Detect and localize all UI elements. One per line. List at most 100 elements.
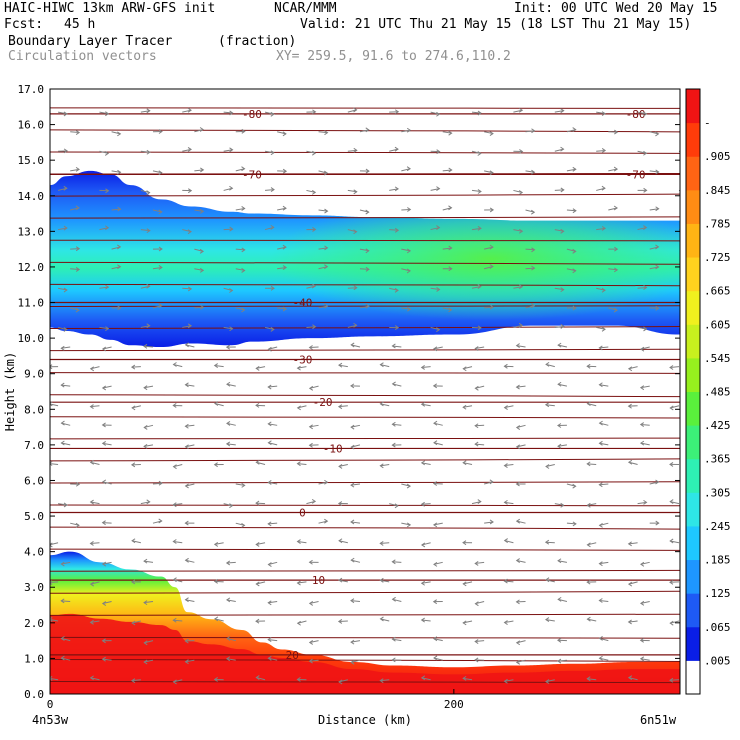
wind-vector-head: [489, 304, 495, 310]
wind-vector: [61, 442, 71, 446]
wind-vector-head: [515, 481, 520, 487]
wind-vector-head: [143, 425, 148, 430]
wind-vector-head: [379, 362, 384, 368]
wind-vector-head: [379, 541, 384, 546]
wind-vector: [318, 305, 328, 309]
wind-vector-head: [515, 384, 520, 390]
wind-vector: [309, 640, 319, 643]
wind-vector: [111, 208, 121, 211]
wind-vector-head: [655, 169, 660, 175]
wind-vector-head: [255, 459, 260, 465]
wind-vector-head: [158, 246, 163, 252]
wind-vector-head: [365, 303, 370, 309]
wind-vector: [513, 189, 523, 193]
wind-vector-head: [420, 401, 426, 407]
wind-vector-head: [50, 542, 53, 548]
wind-vector-head: [282, 265, 287, 270]
x-tick-label: 200: [444, 698, 464, 711]
wind-vector-head: [682, 601, 685, 605]
wind-vector: [235, 168, 245, 172]
wind-vector-head: [365, 266, 370, 272]
colorbar-swatch: [686, 492, 700, 527]
wind-vector: [277, 131, 287, 135]
wind-vector-head: [655, 131, 660, 137]
wind-vector: [433, 561, 443, 565]
wind-vector: [587, 678, 597, 681]
wind-vector: [102, 385, 112, 389]
wind-vector-head: [448, 307, 453, 313]
wind-vector: [608, 207, 618, 211]
wind-vector-head: [643, 499, 648, 505]
wind-vector-head: [130, 462, 136, 468]
wind-vector: [318, 520, 328, 524]
wind-vector-head: [391, 636, 396, 642]
wind-vector-head: [601, 225, 607, 231]
wind-vector-head: [669, 579, 674, 585]
contour-label: 0: [299, 507, 306, 520]
wind-vector-head: [117, 305, 122, 311]
wind-vector: [223, 187, 233, 191]
wind-vector: [587, 542, 597, 546]
wind-vector: [504, 580, 514, 583]
wind-vector: [140, 229, 150, 232]
wind-vector: [649, 170, 659, 173]
wind-vector: [50, 403, 59, 407]
wind-vector-head: [613, 205, 618, 211]
theta-contour: [50, 283, 680, 287]
wind-vector: [433, 442, 443, 446]
wind-vector-head: [627, 366, 633, 372]
wind-vector-head: [241, 482, 246, 488]
wind-vector-head: [462, 581, 467, 587]
wind-vector: [637, 150, 647, 154]
colorbar-label: .185: [704, 554, 731, 567]
wind-vector: [143, 600, 154, 604]
wind-vector-head: [172, 577, 177, 583]
wind-vector-head: [669, 499, 674, 505]
wind-vector: [401, 208, 411, 211]
wind-vector: [185, 483, 195, 487]
wind-vector: [140, 150, 150, 153]
wind-vector-head: [324, 264, 329, 270]
wind-vector-head: [158, 265, 163, 270]
wind-vector: [61, 657, 71, 661]
wind-vector: [525, 248, 535, 251]
wind-vector-head: [394, 109, 400, 115]
wind-vector-head: [503, 405, 508, 410]
wind-vector: [554, 110, 564, 113]
wind-vector-head: [682, 444, 685, 448]
wind-vector-head: [101, 422, 106, 428]
wind-vector: [637, 326, 647, 330]
wind-vector-head: [545, 679, 550, 684]
wind-vector: [351, 344, 361, 348]
wind-vector-head: [557, 658, 562, 664]
wind-vector: [516, 659, 526, 663]
wind-vector-head: [296, 405, 301, 411]
wind-vector: [599, 422, 609, 426]
wind-vector: [545, 404, 555, 407]
wind-vector: [608, 168, 618, 172]
y-tick-label: 7.0: [24, 439, 44, 452]
wind-vector: [504, 405, 514, 409]
wind-vector-head: [200, 167, 205, 173]
wind-vector-head: [518, 107, 524, 113]
wind-vector: [545, 541, 555, 544]
wind-vector-head: [391, 559, 396, 565]
wind-vector-head: [89, 404, 94, 410]
wind-vector-head: [586, 676, 591, 682]
wind-vector-head: [503, 463, 508, 468]
wind-vector-head: [225, 344, 231, 350]
wind-vector-head: [601, 326, 606, 332]
wind-vector-head: [282, 205, 287, 211]
wind-vector: [50, 619, 59, 622]
wind-vector: [566, 129, 576, 133]
theta-contour: [50, 107, 680, 109]
wind-vector-head: [60, 561, 65, 567]
wind-vector-head: [296, 677, 301, 682]
wind-vector-head: [406, 166, 411, 172]
wind-vector-head: [503, 678, 508, 684]
wind-vector: [338, 540, 348, 544]
colorbar-label: .365: [704, 453, 731, 466]
wind-vector: [131, 679, 141, 682]
wind-vector-head: [282, 131, 287, 137]
wind-vector-head: [255, 365, 260, 371]
